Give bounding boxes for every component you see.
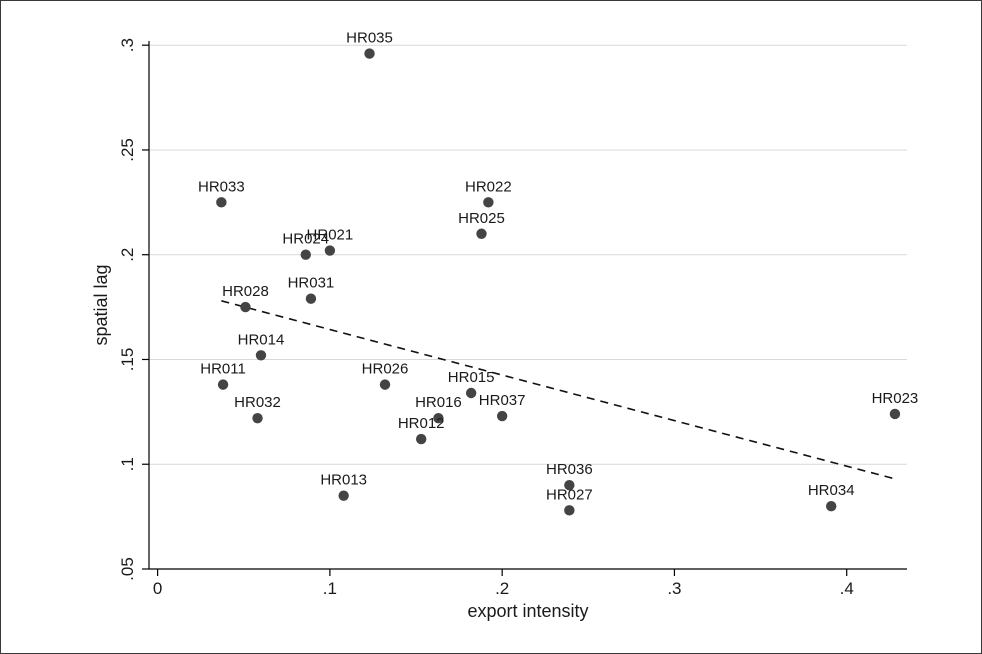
fit-line-layer: [221, 300, 896, 480]
y-tick-label: .3: [118, 38, 137, 52]
point-label: HR025: [458, 210, 505, 227]
data-point: [433, 412, 444, 424]
point-label: HR016: [415, 394, 462, 411]
data-point: [379, 379, 391, 390]
data-point: [564, 479, 575, 491]
x-tick-label: .2: [495, 579, 509, 598]
point-label: HR032: [234, 394, 281, 411]
x-tick-label: .1: [323, 579, 337, 598]
point-label: HR015: [448, 369, 495, 386]
data-point: [483, 197, 494, 208]
y-tick-label: .2: [118, 248, 137, 262]
y-tick-label: .1: [118, 457, 137, 471]
point-label: HR033: [198, 178, 245, 195]
y-tick-label: .25: [118, 138, 137, 162]
point-label: HR014: [238, 331, 285, 348]
x-tick-label: .4: [840, 579, 854, 598]
point-label: HR022: [465, 178, 512, 195]
point-label: HR026: [362, 361, 409, 378]
data-point: [826, 500, 837, 512]
point-label: HR021: [307, 227, 354, 244]
points-layer: [216, 48, 901, 516]
point-label: HR011: [200, 361, 246, 378]
point-label: HR012: [398, 415, 445, 432]
point-label: HR023: [872, 390, 919, 407]
data-point: [889, 408, 901, 420]
axes: .05 .1 .15 .2 .25 .3 0 .1 .2 .3 .4: [118, 38, 907, 598]
data-point: [252, 412, 263, 424]
point-label: HR028: [222, 283, 269, 300]
point-label: HR037: [479, 392, 526, 409]
point-label: HR013: [320, 472, 367, 489]
y-axis-title: spatial lag: [91, 264, 111, 345]
y-tick-label: .05: [118, 557, 137, 581]
data-point: [217, 379, 229, 390]
data-point: [240, 301, 251, 313]
data-point: [364, 48, 375, 59]
point-label: HR024: [282, 231, 329, 248]
data-point: [476, 228, 487, 239]
x-tick-label: 0: [153, 579, 162, 598]
data-point: [415, 433, 427, 445]
fit-line: [221, 300, 896, 480]
y-tick-label: .15: [118, 348, 137, 372]
data-point: [465, 387, 477, 399]
data-point: [324, 245, 336, 256]
point-label: HR035: [346, 30, 393, 47]
x-axis-title: export intensity: [467, 601, 588, 621]
point-label: HR036: [546, 461, 593, 478]
point-label: HR031: [288, 275, 335, 292]
point-label: HR034: [808, 482, 855, 499]
data-point: [216, 197, 227, 208]
data-point: [338, 490, 349, 501]
data-point: [564, 505, 575, 516]
data-point: [496, 410, 508, 422]
point-label: HR027: [546, 486, 593, 503]
data-point: [305, 293, 317, 304]
x-tick-label: .3: [667, 579, 681, 598]
data-point: [300, 249, 311, 260]
data-point: [255, 350, 267, 361]
